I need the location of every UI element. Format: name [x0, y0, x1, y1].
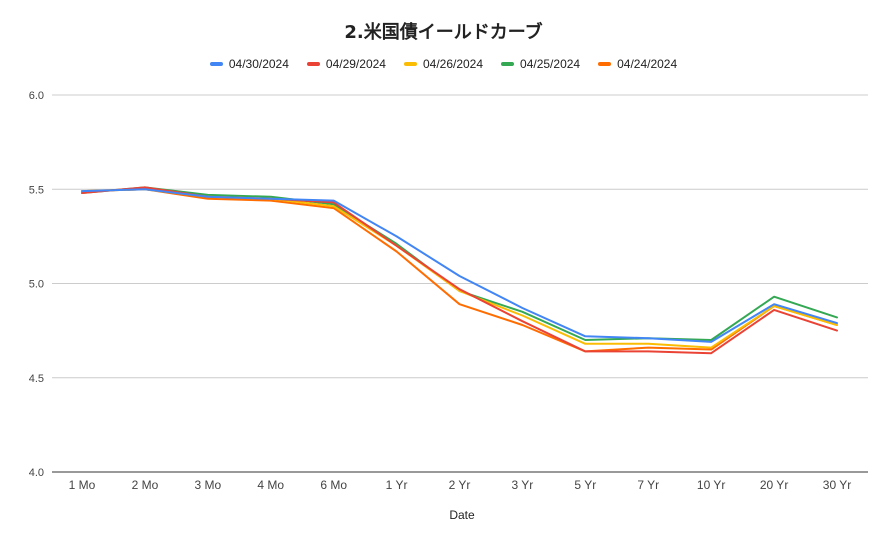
- legend-swatch: [598, 62, 612, 66]
- x-tick-label: 4 Mo: [257, 478, 284, 492]
- x-tick-label: 1 Mo: [69, 478, 96, 492]
- y-tick-label: 4.5: [29, 373, 44, 385]
- legend-swatch: [306, 62, 320, 66]
- x-tick-label: 5 Yr: [574, 478, 596, 492]
- legend-swatch: [501, 62, 515, 66]
- legend-swatch: [403, 62, 417, 66]
- series-line: [81, 186, 838, 341]
- y-tick-label: 6.0: [29, 90, 44, 102]
- x-tick-label: 1 Yr: [386, 478, 408, 492]
- legend-label: 04/30/2024: [228, 57, 289, 71]
- legend-item[interactable]: 04/30/2024: [209, 57, 289, 71]
- legend-label: 04/29/2024: [325, 57, 386, 71]
- x-tick-label: 20 Yr: [760, 478, 788, 492]
- y-tick-label: 5.0: [29, 279, 44, 291]
- x-tick-label: 3 Yr: [512, 478, 534, 492]
- series-line: [81, 188, 838, 349]
- x-tick-label: 2 Mo: [132, 478, 159, 492]
- x-tick-label: 10 Yr: [697, 478, 725, 492]
- series-line: [81, 186, 838, 355]
- x-tick-label: 6 Mo: [320, 478, 347, 492]
- legend-item[interactable]: 04/25/2024: [501, 57, 580, 71]
- legend-item[interactable]: 04/26/2024: [403, 57, 484, 71]
- y-tick-label: 5.5: [29, 184, 44, 196]
- legend-item[interactable]: 04/29/2024: [306, 57, 386, 71]
- x-tick-label: 30 Yr: [823, 478, 851, 492]
- x-tick-label: 7 Yr: [637, 478, 659, 492]
- y-tick-label: 4.0: [29, 467, 44, 479]
- chart-title: 2.米国債イールドカーブ: [344, 22, 543, 43]
- x-tick-label: 3 Mo: [194, 478, 221, 492]
- x-axis-title: Date: [449, 508, 475, 522]
- legend-item[interactable]: 04/24/2024: [598, 57, 677, 71]
- legend-swatch: [209, 62, 223, 66]
- legend-label: 04/24/2024: [617, 57, 678, 71]
- chart-legend: 04/30/2024 04/29/2024 04/26/2024 04/25/2024…: [0, 57, 887, 71]
- series-line: [81, 188, 838, 353]
- x-tick-label: 2 Yr: [449, 478, 471, 492]
- series-line: [81, 188, 838, 343]
- legend-label: 04/26/2024: [422, 57, 484, 71]
- legend-label: 04/25/2024: [520, 57, 581, 71]
